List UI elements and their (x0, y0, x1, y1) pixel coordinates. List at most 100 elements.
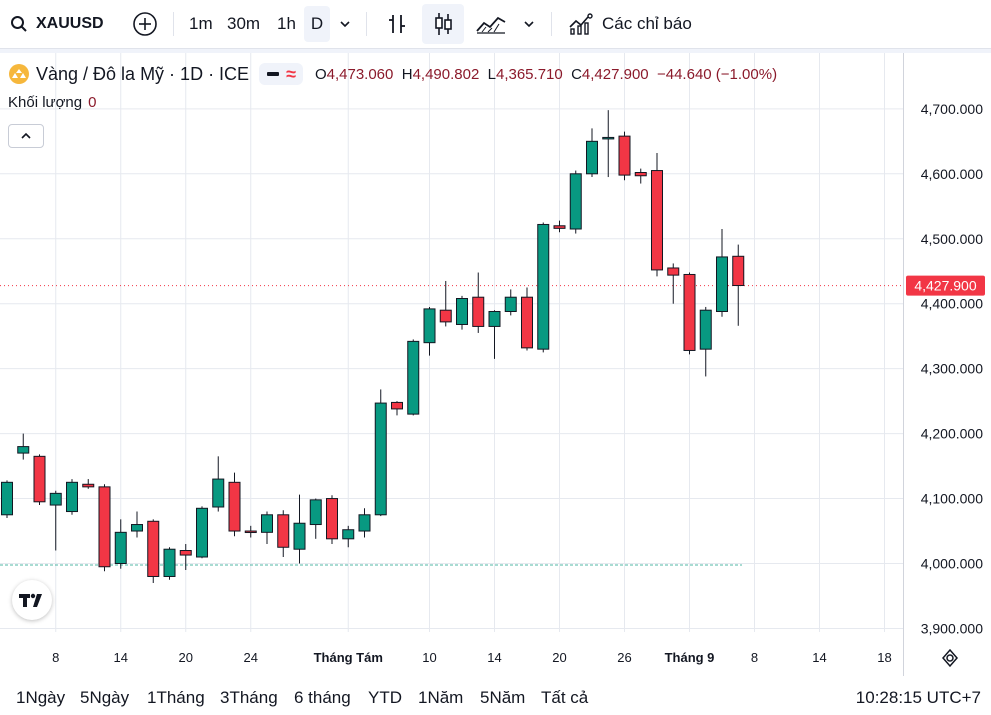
high-key: H (401, 65, 413, 83)
toolbar-divider (551, 12, 552, 36)
candle-body (472, 296, 485, 327)
symbol-label: XAUUSD (36, 15, 104, 32)
close-key: C (571, 65, 582, 83)
y-tick-label: 4,600.000 (921, 166, 983, 182)
interval-d-button[interactable]: D (304, 6, 330, 42)
y-tick-label: 4,300.000 (921, 361, 983, 377)
range-5-years[interactable]: 5Năm (480, 688, 526, 707)
indicators-icon (569, 13, 593, 35)
candle-body (683, 273, 696, 351)
candle-body (66, 481, 78, 513)
candle-body (309, 499, 322, 526)
candle-body (651, 170, 663, 271)
x-tick-label: 26 (617, 650, 631, 665)
x-tick-label: 10 (422, 650, 436, 665)
candle-body (163, 548, 176, 577)
candle-body (17, 446, 30, 454)
candle-body (586, 140, 598, 175)
y-tick-label: 4,000.000 (921, 556, 983, 572)
last-price-label: 4,427.900 (914, 278, 976, 294)
y-tick-label: 4,100.000 (921, 491, 983, 507)
x-tick-label: 8 (52, 650, 59, 665)
range-1-year[interactable]: 1Năm (418, 688, 464, 707)
close-value: 4,427.900 (581, 65, 649, 83)
candle-body (228, 481, 241, 532)
y-tick-label: 4,500.000 (921, 231, 983, 247)
collapse-legend-button[interactable] (8, 124, 44, 148)
chart-style-dropdown-button[interactable] (522, 0, 536, 48)
compare-symbol-button[interactable] (132, 0, 158, 48)
candle-chart-style-button[interactable] (422, 4, 464, 44)
x-tick-label: 20 (552, 650, 566, 665)
x-tick-label: 18 (877, 650, 891, 665)
range-5-days[interactable]: 5Ngày (80, 688, 130, 707)
plus-circle-icon (133, 12, 157, 36)
interval-dropdown-button[interactable] (338, 0, 352, 48)
volume-legend: Khối lượng 0 (8, 94, 96, 111)
x-tick-label: Tháng 9 (665, 650, 715, 665)
symbol-search-button[interactable]: XAUUSD (10, 0, 104, 48)
x-tick-label: 8 (751, 650, 758, 665)
range-3-months[interactable]: 3Tháng (220, 688, 278, 707)
chevron-up-icon (21, 132, 31, 139)
toolbar-divider (366, 12, 367, 36)
bottom-toolbar: 1Ngày 5Ngày 1Tháng 3Tháng 6 tháng YTD 1N… (0, 676, 991, 715)
candle-body (521, 296, 533, 349)
open-value: 4,473.060 (326, 65, 394, 83)
bar-chart-style-button[interactable] (386, 0, 408, 48)
chevron-down-icon (524, 21, 534, 28)
candle-body (277, 514, 290, 548)
candle-body (147, 520, 160, 577)
candle-body (179, 550, 192, 556)
candle-body (488, 310, 501, 327)
x-tick-label: 24 (244, 650, 258, 665)
top-toolbar: XAUUSD 1m 30m 1h D (0, 0, 991, 49)
candle-body (212, 478, 225, 508)
indicators-button[interactable]: Các chỉ báo (568, 0, 692, 48)
y-tick-label: 3,900.000 (921, 620, 983, 636)
candle-body (342, 529, 355, 540)
clock-timezone[interactable]: 10:28:15 UTC+7 (855, 688, 981, 707)
chevron-down-icon (340, 21, 350, 28)
wave-icon: ≈ (286, 63, 296, 84)
range-all[interactable]: Tất cả (541, 688, 589, 707)
x-tick-label: 14 (487, 650, 501, 665)
high-value: 4,490.802 (412, 65, 480, 83)
tradingview-logo[interactable] (12, 580, 52, 620)
range-1-month[interactable]: 1Tháng (147, 688, 205, 707)
y-tick-label: 4,200.000 (921, 426, 983, 442)
low-value: 4,365.710 (495, 65, 563, 83)
legend-controls[interactable]: ≈ (259, 63, 303, 85)
candle-body (602, 136, 615, 140)
x-tick-label: Tháng Tám (314, 650, 383, 665)
candle-body (114, 531, 127, 564)
interval-30m-button[interactable]: 30m (227, 14, 261, 33)
gold-symbol-icon (9, 64, 29, 84)
candle-body (374, 402, 387, 516)
price-chart[interactable]: 3,900.000 4,000.000 4,100.000 4,200.000 4,30… (0, 53, 991, 676)
tradingview-logo-icon (19, 593, 42, 607)
interval-1h-button[interactable]: 1h (277, 14, 296, 33)
volume-value: 0 (88, 94, 97, 111)
candle-body (667, 267, 680, 276)
candle-body (553, 225, 566, 229)
candle-body (618, 135, 631, 176)
candle-body (569, 173, 582, 230)
range-ytd[interactable]: YTD (368, 688, 402, 707)
interval-1m-button[interactable]: 1m (189, 14, 213, 33)
area-chart-style-button[interactable] (476, 0, 506, 48)
range-6-months[interactable]: 6 tháng (294, 688, 351, 707)
candle-body (293, 522, 306, 550)
change-value: −44.640 (−1.00%) (656, 65, 778, 83)
candle-body (732, 255, 745, 287)
candle-body (456, 298, 468, 325)
candle-body (33, 455, 46, 503)
chart-settings-icon[interactable] (940, 648, 960, 668)
candle-body (699, 309, 712, 350)
candle-body (196, 507, 208, 558)
range-1-day[interactable]: 1Ngày (16, 688, 66, 707)
candles-layer (1, 110, 745, 583)
last-price-tag (906, 275, 985, 296)
candle-body (439, 309, 452, 323)
candle-body (358, 514, 371, 532)
